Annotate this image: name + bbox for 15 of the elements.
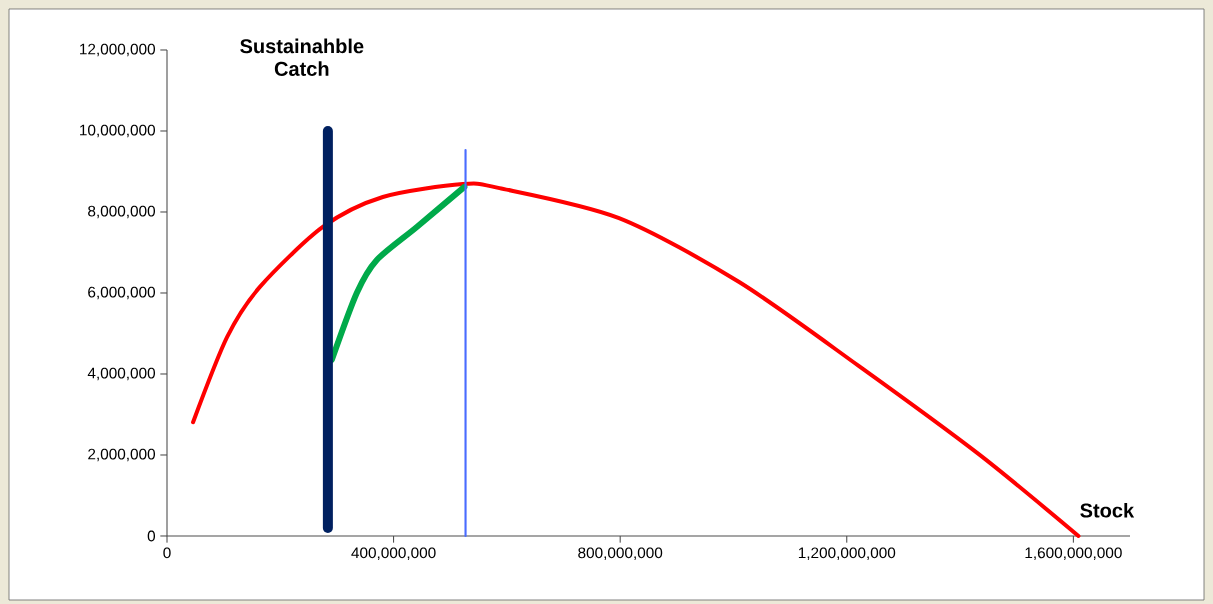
x-tick-label: 800,000,000	[578, 547, 663, 561]
x-tick-label: 1,200,000,000	[798, 547, 896, 561]
x-tick-label: 0	[163, 547, 171, 559]
x-axis-title: Stock	[1080, 502, 1135, 518]
y-axis-title: Sustainahble Catch	[240, 38, 364, 76]
y-tick-label: 8,000,000	[88, 205, 156, 219]
x-tick-label: 400,000,000	[351, 547, 436, 561]
y-tick-label: 0	[147, 530, 156, 542]
y-tick-label: 12,000,000	[80, 43, 156, 57]
y-tick-label: 10,000,000	[80, 124, 156, 138]
x-tick-label: 1,600,000,000	[1025, 547, 1122, 561]
y-tick-label: 6,000,000	[88, 286, 156, 300]
y-tick-label: 2,000,000	[88, 448, 156, 462]
line-series	[191, 181, 1081, 538]
y-tick-label: 4,000,000	[87, 367, 156, 381]
